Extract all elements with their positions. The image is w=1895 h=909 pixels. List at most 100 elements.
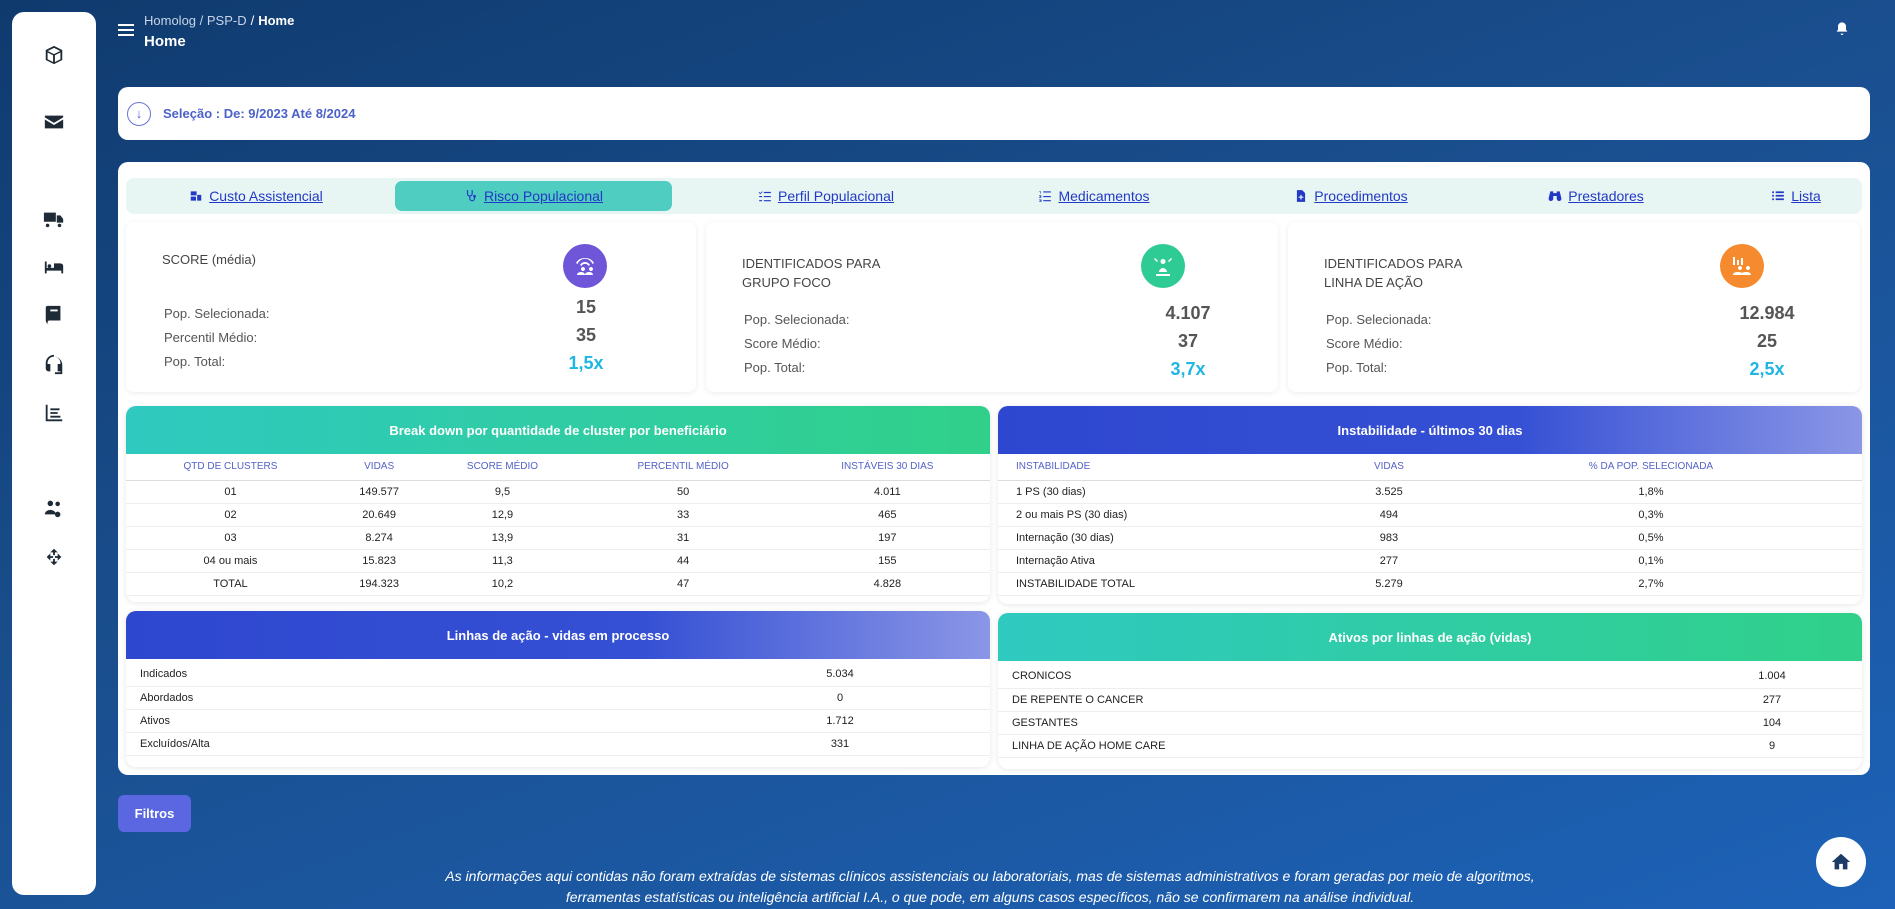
table-cell: 8.274 xyxy=(334,526,424,550)
main-panel: Custo Assistencial Risco Populacional Pe… xyxy=(118,162,1870,775)
table-cell: 2,7% xyxy=(1439,572,1862,596)
table-cell: 4.828 xyxy=(784,572,990,596)
table-cell: TOTAL xyxy=(126,572,335,596)
card-row-label: Pop. Selecionada: xyxy=(164,306,270,321)
file-medical-icon xyxy=(1294,189,1308,203)
table-cell: LINHA DE AÇÃO HOME CARE xyxy=(998,734,1682,758)
headset-icon[interactable] xyxy=(42,352,66,376)
breakdown-table-box: Break down por quantidade de cluster por… xyxy=(126,406,990,602)
card-title: IDENTIFICADOS PARA LINHA DE AÇÃO xyxy=(1324,256,1462,290)
people-chart-icon xyxy=(1720,244,1764,288)
kpi-card-grupo-foco: IDENTIFICADOS PARA GRUPO FOCO Pop. Selec… xyxy=(706,222,1278,392)
breadcrumb: Homolog / PSP-D / Home xyxy=(144,13,295,28)
table-cell: 2 ou mais PS (30 dias) xyxy=(998,503,1338,527)
table-cell: 277 xyxy=(1338,549,1440,573)
table-cell: 277 xyxy=(1682,688,1862,712)
card-row-label: Pop. Total: xyxy=(164,354,226,369)
disclaimer: As informações aqui contidas não foram e… xyxy=(400,866,1580,908)
recycle-icon[interactable] xyxy=(42,545,66,569)
column-header: QTD DE CLUSTERS xyxy=(126,454,335,481)
hamburger-menu-icon[interactable] xyxy=(118,24,134,38)
tab-risco-populacional[interactable]: Risco Populacional xyxy=(395,181,672,211)
home-button[interactable] xyxy=(1816,837,1866,887)
column-header: PERCENTIL MÉDIO xyxy=(581,454,785,481)
bed-icon[interactable] xyxy=(42,255,66,279)
breadcrumb-root[interactable]: Homolog / PSP-D xyxy=(144,13,247,28)
book-icon[interactable] xyxy=(42,303,66,327)
tab-prestadores[interactable]: Prestadores xyxy=(1506,181,1686,211)
instabilidade-table: INSTABILIDADE VIDAS % DA POP. SELECIONAD… xyxy=(998,454,1862,596)
column-header: % DA POP. SELECIONADA xyxy=(1439,454,1862,481)
chart-list-icon[interactable] xyxy=(42,401,66,425)
table-cell: 20.649 xyxy=(334,503,424,527)
table-cell: 1.004 xyxy=(1682,665,1862,689)
table-row: LINHA DE AÇÃO HOME CARE 9 xyxy=(998,734,1862,758)
selection-bar[interactable]: ↓ Seleção : De: 9/2023 Até 8/2024 xyxy=(118,87,1870,140)
card-row-label: Pop. Total: xyxy=(744,360,806,375)
table-cell: INSTABILIDADE TOTAL xyxy=(998,572,1338,596)
disclaimer-line: As informações aqui contidas não foram e… xyxy=(445,868,1535,884)
table-cell: 149.577 xyxy=(334,480,424,504)
tab-label: Medicamentos xyxy=(1058,188,1150,204)
cost-icon xyxy=(189,189,203,203)
table-cell: 01 xyxy=(126,480,335,504)
card-value: 12.984 xyxy=(1739,303,1795,323)
tab-procedimentos[interactable]: Procedimentos xyxy=(1261,181,1441,211)
binoculars-icon xyxy=(1548,189,1562,203)
table-row: Internação (30 dias) 983 0,5% xyxy=(998,526,1862,550)
box-title: Ativos por linhas de ação (vidas) xyxy=(998,613,1862,661)
table-row: 2 ou mais PS (30 dias) 494 0,3% xyxy=(998,503,1862,527)
breadcrumb-current: Home xyxy=(258,13,295,28)
card-row-label: Percentil Médio: xyxy=(164,330,258,345)
box-title: Linhas de ação - vidas em processo xyxy=(126,611,990,659)
table-cell: Internação Ativa xyxy=(998,549,1338,573)
cube-icon[interactable] xyxy=(42,43,66,67)
kpi-card-score: SCORE (média) Pop. Selecionada: Percenti… xyxy=(126,222,696,392)
table-cell: Internação (30 dias) xyxy=(998,526,1338,550)
table-row: 04 ou mais 15.823 11,3 44 155 xyxy=(126,549,990,573)
linhas-acao-box: Linhas de ação - vidas em processo Indic… xyxy=(126,611,990,767)
arrow-down-circle-icon[interactable]: ↓ xyxy=(127,101,151,126)
table-cell: 104 xyxy=(1682,711,1862,735)
tab-perfil-populacional[interactable]: Perfil Populacional xyxy=(726,181,926,211)
tab-label: Risco Populacional xyxy=(483,188,604,204)
tab-lista[interactable]: Lista xyxy=(1746,181,1846,211)
table-cell: Abordados xyxy=(126,686,690,710)
column-header: SCORE MÉDIO xyxy=(423,454,582,481)
card-row-label: Score Médio: xyxy=(1326,336,1403,351)
table-cell: 1,8% xyxy=(1439,480,1862,504)
breakdown-table: QTD DE CLUSTERS VIDAS SCORE MÉDIO PERCEN… xyxy=(126,454,990,596)
tab-label: Perfil Populacional xyxy=(778,188,894,204)
table-cell: 13,9 xyxy=(423,526,582,550)
column-header: VIDAS xyxy=(1338,454,1440,481)
table-cell: 197 xyxy=(784,526,990,550)
filters-button[interactable]: Filtros xyxy=(118,795,191,832)
table-row: 01 149.577 9,5 50 4.011 xyxy=(126,480,990,504)
table-cell: 465 xyxy=(784,503,990,527)
table-cell: 5.279 xyxy=(1338,572,1440,596)
disclaimer-line: ferramentas estatísticas ou inteligência… xyxy=(565,889,1415,905)
tab-label: Prestadores xyxy=(1568,188,1644,204)
table-cell: GESTANTES xyxy=(998,711,1682,735)
card-row-label: Pop. Total: xyxy=(1326,360,1388,375)
box-title: Instabilidade - últimos 30 dias xyxy=(998,406,1862,454)
truck-icon[interactable] xyxy=(42,207,66,231)
table-row: CRONICOS 1.004 xyxy=(998,665,1862,689)
table-row: DE REPENTE O CANCER 277 xyxy=(998,688,1862,712)
table-cell: 0,5% xyxy=(1439,526,1862,550)
table-cell: 9,5 xyxy=(423,480,582,504)
column-header: INSTABILIDADE xyxy=(998,454,1338,481)
tab-medicamentos[interactable]: Medicamentos xyxy=(1004,181,1184,211)
card-row-label: Score Médio: xyxy=(744,336,821,351)
bell-icon[interactable] xyxy=(1834,21,1850,37)
ativos-table: CRONICOS 1.004 DE REPENTE O CANCER 277 G… xyxy=(998,665,1862,758)
linhas-acao-table: Indicados 5.034 Abordados 0 Ativos 1.712… xyxy=(126,663,990,756)
tab-custo-assistencial[interactable]: Custo Assistencial xyxy=(146,181,366,211)
users-gear-icon[interactable] xyxy=(42,496,66,520)
wifi-people-icon xyxy=(563,244,607,288)
envelope-icon[interactable] xyxy=(42,110,66,134)
table-row: Internação Ativa 277 0,1% xyxy=(998,549,1862,573)
table-row: Indicados 5.034 xyxy=(126,663,990,687)
tab-label: Procedimentos xyxy=(1314,188,1408,204)
table-cell: 03 xyxy=(126,526,335,550)
